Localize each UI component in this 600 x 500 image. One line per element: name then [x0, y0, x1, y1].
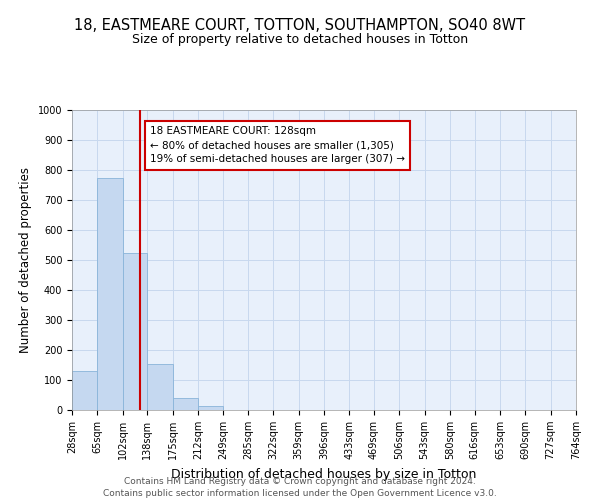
Text: Contains HM Land Registry data © Crown copyright and database right 2024.
Contai: Contains HM Land Registry data © Crown c…	[103, 476, 497, 498]
Bar	[122, 252, 148, 410]
Text: 18, EASTMEARE COURT, TOTTON, SOUTHAMPTON, SO40 8WT: 18, EASTMEARE COURT, TOTTON, SOUTHAMPTON…	[74, 18, 526, 32]
Bar	[97, 178, 122, 410]
Bar	[198, 406, 223, 410]
X-axis label: Distribution of detached houses by size in Totton: Distribution of detached houses by size …	[172, 468, 476, 480]
Y-axis label: Number of detached properties: Number of detached properties	[19, 167, 32, 353]
Bar	[148, 364, 173, 410]
Bar	[173, 398, 198, 410]
Text: Size of property relative to detached houses in Totton: Size of property relative to detached ho…	[132, 32, 468, 46]
Text: 18 EASTMEARE COURT: 128sqm
← 80% of detached houses are smaller (1,305)
19% of s: 18 EASTMEARE COURT: 128sqm ← 80% of deta…	[150, 126, 405, 164]
Bar	[72, 371, 97, 410]
